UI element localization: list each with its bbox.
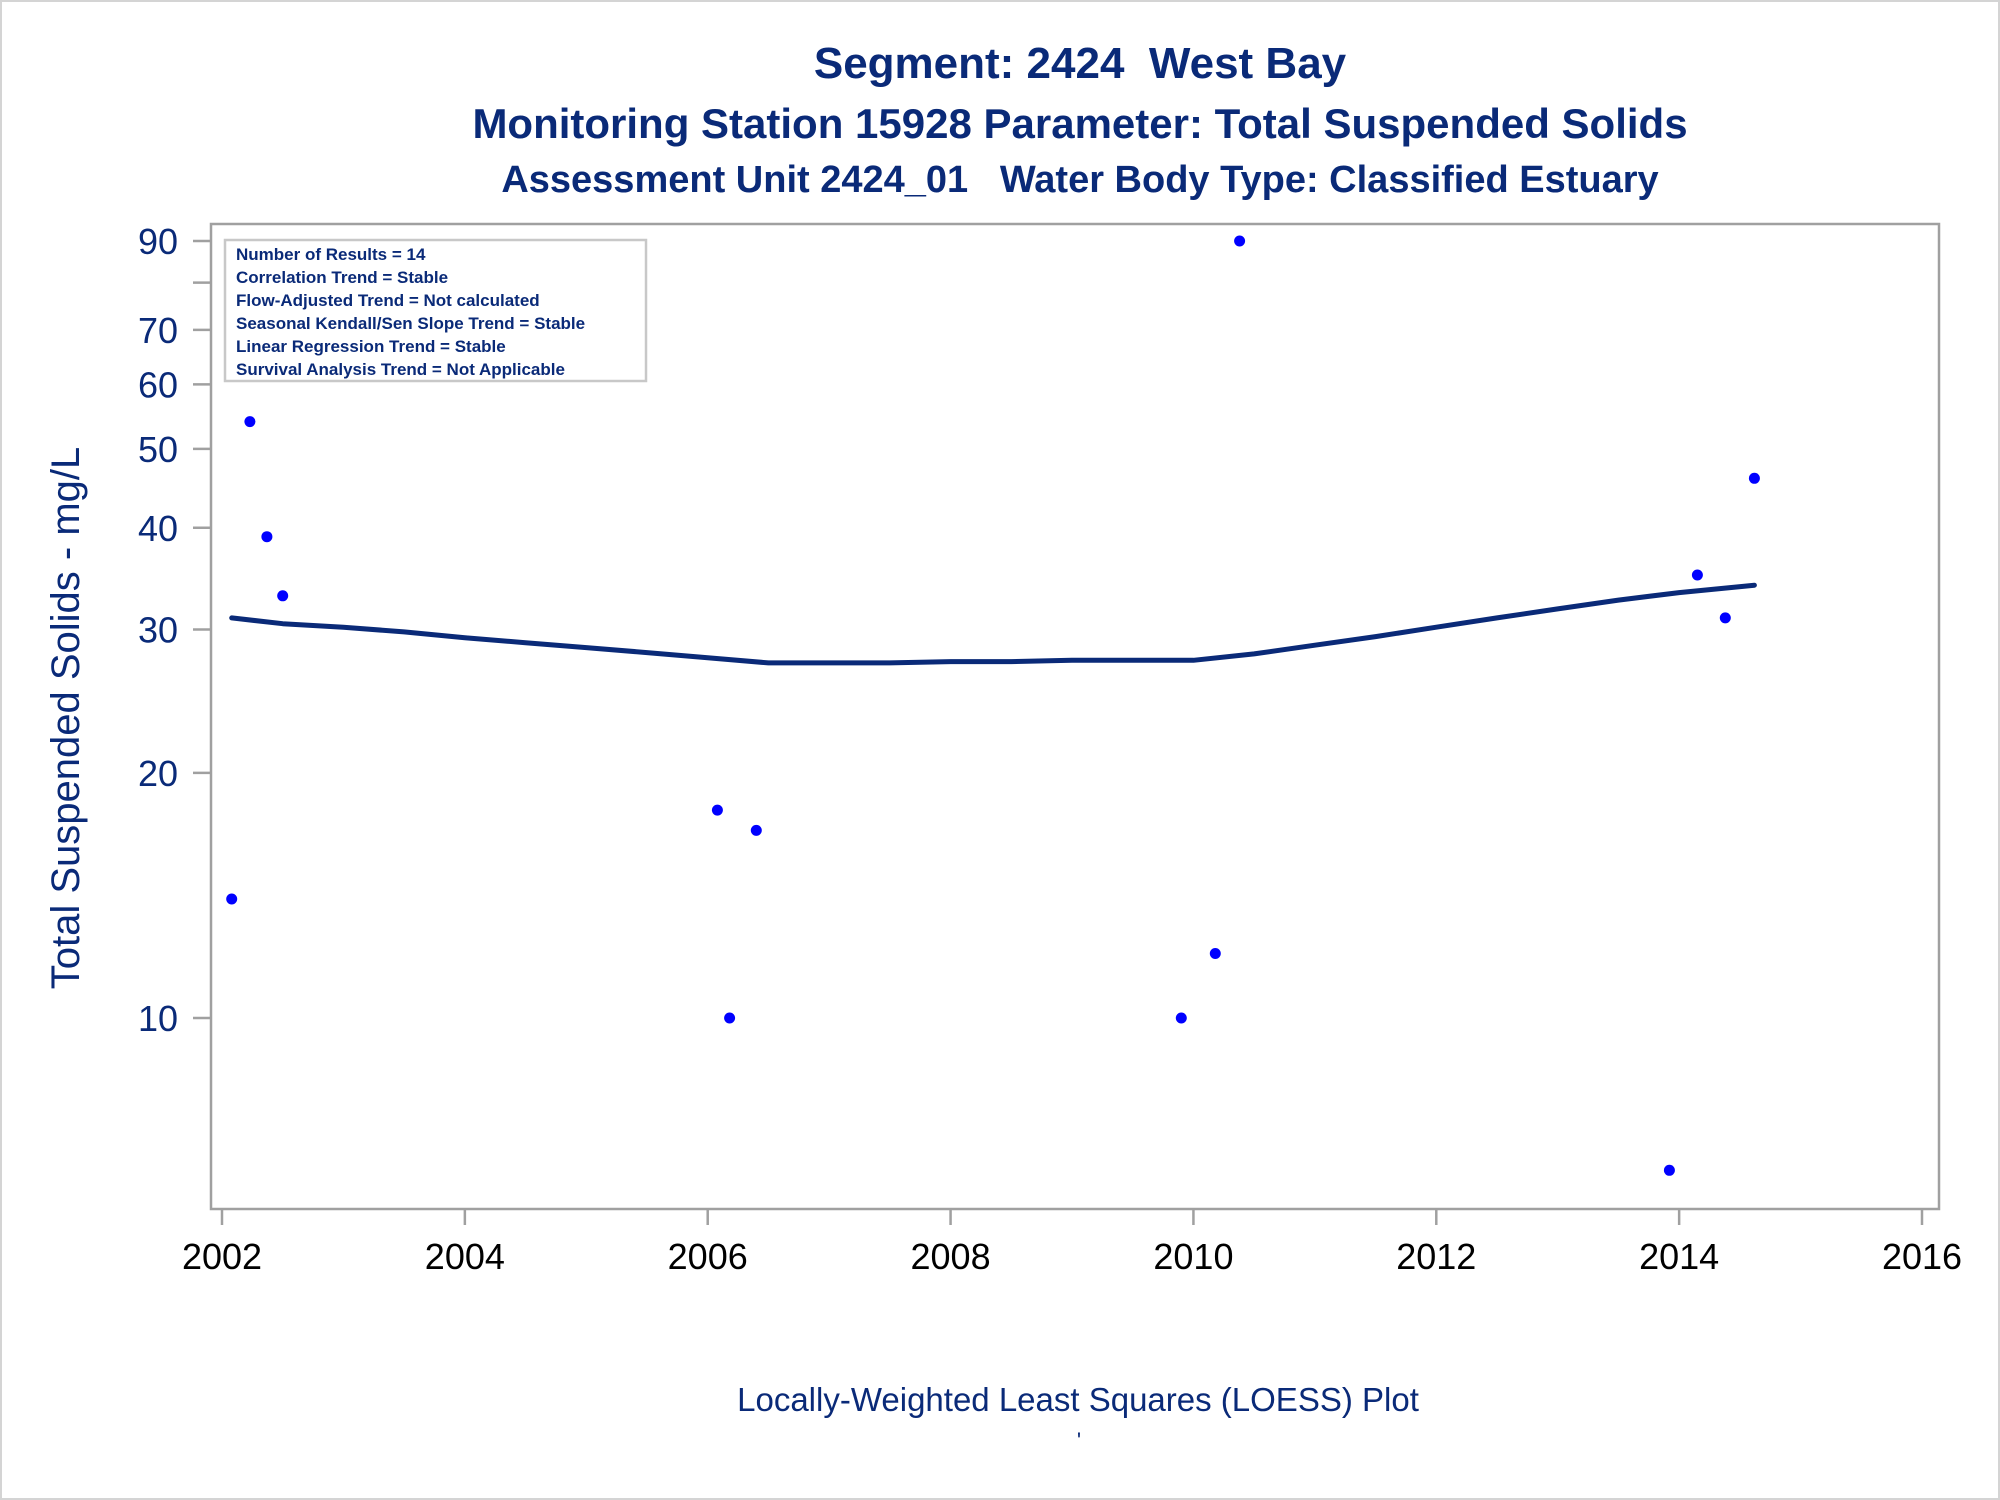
y-tick-label-60: 60	[138, 364, 178, 405]
x-tick-label-2006: 2006	[668, 1236, 748, 1277]
data-point-3	[261, 531, 273, 543]
y-axis-label: Total Suspended Solids - mg/L	[44, 447, 88, 990]
loess-trend-line	[229, 582, 1757, 666]
chart-caption: Locally-Weighted Least Squares (LOESS) P…	[737, 1381, 1419, 1418]
data-point-10	[1234, 235, 1246, 247]
x-tick-label-2008: 2008	[911, 1236, 991, 1277]
data-point-8	[1175, 1012, 1187, 1024]
y-tick-label-70: 70	[138, 310, 178, 351]
trend-summary-frame	[223, 238, 648, 383]
inset-line-linear-regression: Linear Regression Trend = Stable	[236, 337, 506, 356]
y-tick-label-40: 40	[138, 508, 178, 549]
data-point-13	[1719, 612, 1731, 624]
data-point-5	[711, 804, 723, 816]
data-points-layer	[226, 235, 1760, 1176]
inset-line-survival: Survival Analysis Trend = Not Applicable	[236, 360, 565, 379]
caption-mark: '	[1077, 1428, 1081, 1453]
data-point-11	[1663, 1164, 1675, 1176]
x-tick-label-2004: 2004	[425, 1236, 505, 1277]
x-tick-label-2016: 2016	[1882, 1236, 1962, 1277]
inset-line-flow-adjusted: Flow-Adjusted Trend = Not calculated	[236, 291, 540, 310]
y-tick-label-50: 50	[138, 429, 178, 470]
data-point-9	[1209, 948, 1221, 959]
chart-title: Segment: 2424 West Bay	[814, 39, 1347, 88]
data-point-2	[244, 416, 256, 428]
axes-layer: 2002 2004 2006 2008 2010 2012 2014 2016 10 20 30 40…	[138, 221, 1962, 1277]
chart-subtitle-2: Assessment Unit 2424_01 Water Body Type:…	[501, 159, 1658, 201]
y-tick-label-20: 20	[138, 753, 178, 794]
inset-line-correlation: Correlation Trend = Stable	[236, 268, 448, 287]
data-point-6	[724, 1012, 736, 1024]
x-tick-label-2010: 2010	[1153, 1236, 1233, 1277]
chart-subtitle: Monitoring Station 15928 Parameter: Tota…	[472, 100, 1687, 147]
inset-line-seasonal-kendall: Seasonal Kendall/Sen Slope Trend = Stabl…	[236, 314, 585, 333]
x-tick-label-2014: 2014	[1639, 1236, 1719, 1277]
inset-line-results: Number of Results = 14	[236, 245, 426, 264]
y-tick-label-30: 30	[138, 610, 178, 651]
x-tick-label-2002: 2002	[182, 1236, 262, 1277]
data-point-14	[1748, 472, 1760, 484]
data-point-12	[1691, 569, 1703, 581]
data-point-4	[277, 590, 289, 602]
x-tick-label-2012: 2012	[1396, 1236, 1476, 1277]
y-tick-label-90: 90	[138, 221, 178, 262]
data-point-1	[226, 893, 238, 905]
data-point-7	[750, 824, 762, 836]
trend-summary-box: Number of Results = 14 Correlation Trend…	[223, 238, 648, 383]
y-tick-label-10: 10	[138, 998, 178, 1039]
loess-line-layer	[229, 582, 1757, 666]
plot-area	[209, 222, 1941, 1211]
